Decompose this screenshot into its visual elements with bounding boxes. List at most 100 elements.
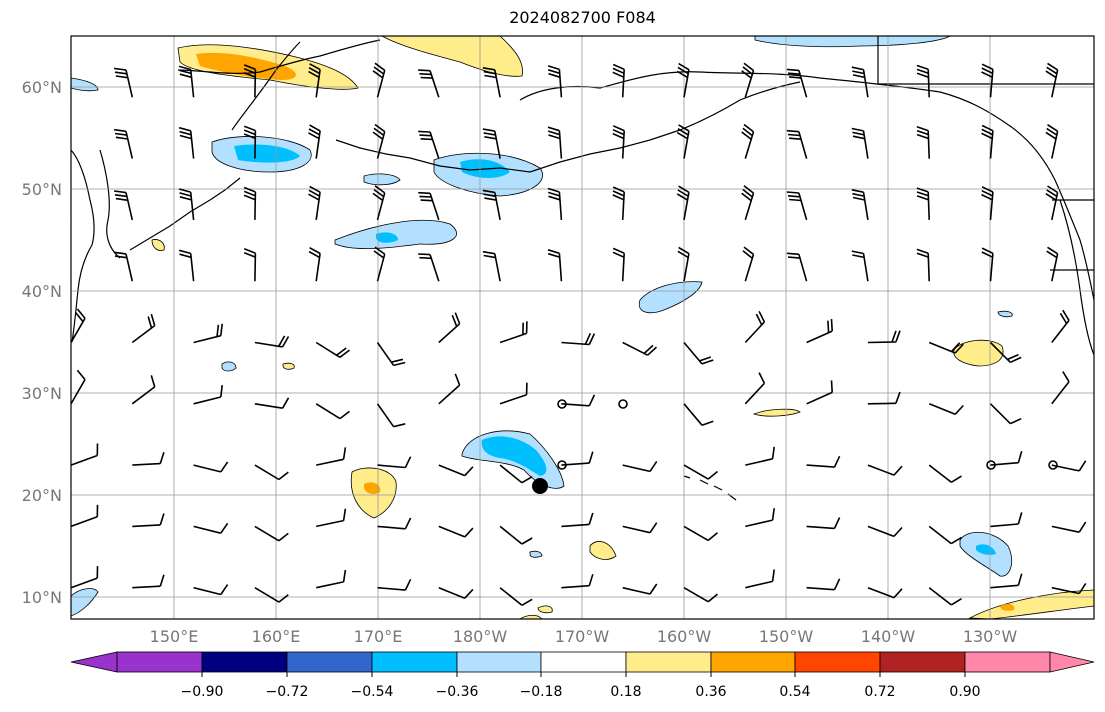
storm-center-marker	[532, 478, 548, 494]
wind-barb	[745, 508, 775, 528]
wind-barb	[867, 586, 903, 599]
wind-barb	[561, 512, 594, 528]
positive-anomaly-region	[752, 408, 801, 417]
wind-barb	[113, 251, 134, 282]
wind-barb	[377, 517, 412, 530]
negative-anomaly-core	[376, 232, 398, 243]
lon-label: 160°W	[657, 627, 712, 646]
wind-barb	[622, 460, 658, 473]
wind-barb	[499, 321, 528, 344]
wind-barb	[989, 341, 1022, 364]
colorbar-segment	[794, 651, 881, 673]
wind-barb	[806, 455, 841, 468]
wind-barb	[438, 312, 461, 344]
wind-barb	[131, 36, 133, 37]
calm-wind-circles	[557, 399, 1058, 470]
wind-barb	[372, 123, 386, 159]
wind-barb	[684, 36, 685, 37]
wind-barb	[193, 461, 229, 473]
latitude-labels: 60°N 50°N 40°N 30°N 20°N 10°N	[22, 78, 62, 607]
wind-barb	[71, 504, 99, 528]
wind-barb	[612, 125, 625, 159]
positive-anomaly-region	[953, 339, 1004, 367]
colorbar-low-extension	[70, 651, 118, 673]
colorbar-segment	[371, 651, 458, 673]
wind-barb	[1051, 521, 1087, 533]
wind-barb	[482, 189, 501, 221]
colorbar-segment	[201, 651, 288, 673]
colorbar-tick-label: 0.72	[864, 684, 895, 700]
positive-anomaly-core	[1000, 603, 1015, 611]
wind-barb	[113, 67, 134, 98]
wind-barb	[308, 124, 321, 159]
wind-barb	[372, 185, 386, 221]
wind-barb	[990, 36, 992, 37]
wind-barb	[851, 250, 869, 282]
wind-barb	[308, 246, 321, 282]
wind-barb	[243, 248, 257, 282]
wind-barb	[193, 522, 229, 534]
wind-barb	[677, 246, 690, 282]
wind-barb	[132, 574, 165, 589]
wind-barb	[806, 578, 841, 591]
lon-label: 180°W	[453, 627, 508, 646]
graticule	[71, 36, 1094, 619]
wind-barb	[113, 128, 134, 159]
wind-barb	[254, 335, 290, 348]
wind-barb	[377, 456, 412, 469]
wind-barb	[990, 512, 1023, 528]
wind-barb	[741, 123, 755, 159]
wind-barb	[254, 36, 256, 37]
wind-barb	[786, 129, 808, 159]
wind-barb	[622, 341, 658, 356]
north-america-coast	[1059, 199, 1094, 356]
wind-barb	[71, 308, 86, 343]
wind-barb	[683, 403, 714, 426]
wind-barb	[928, 341, 964, 354]
colorbar-tick-label: −0.36	[436, 684, 479, 700]
negative-anomaly-region	[638, 281, 703, 314]
positive-anomaly-region	[589, 541, 617, 560]
wind-barb	[561, 332, 596, 346]
wind-barb	[851, 127, 869, 159]
wind-barb	[131, 375, 156, 405]
wind-barb	[745, 446, 775, 466]
colorbar-tick-label: −0.18	[520, 684, 563, 700]
wind-barb	[315, 403, 350, 420]
wind-barb	[376, 342, 406, 367]
wind-barb	[745, 569, 775, 589]
lon-label: 170°E	[354, 627, 403, 646]
siberia-coastline	[177, 39, 381, 74]
calm-circle	[618, 399, 628, 409]
negative-anomaly-region	[71, 588, 99, 617]
lon-label: 160°E	[252, 627, 301, 646]
wind-barb	[928, 464, 962, 483]
calm-circle	[557, 460, 567, 470]
colorbar-high-extension	[1049, 651, 1095, 673]
wind-barb	[916, 248, 930, 282]
wind-barb	[786, 68, 808, 98]
negative-anomaly-region	[529, 550, 543, 558]
wind-barb	[547, 65, 563, 98]
wind-barb	[499, 36, 501, 37]
wind-barb	[316, 447, 347, 466]
wind-barb	[981, 63, 994, 98]
wind-barb	[192, 36, 194, 37]
wind-barb	[308, 185, 321, 221]
hawaii-islands	[683, 475, 737, 501]
us-border	[1050, 199, 1094, 271]
wind-barb	[981, 124, 994, 159]
colorbar-ticks	[201, 672, 966, 677]
wind-barb	[308, 63, 321, 98]
wind-barb	[867, 391, 901, 405]
colorbar-tick-label: 0.54	[779, 684, 810, 700]
wind-barb	[547, 249, 563, 282]
colorbar-tick-label: 0.36	[695, 684, 726, 700]
lat-label: 30°N	[22, 384, 62, 403]
calm-circle	[986, 460, 996, 470]
wind-barb	[612, 247, 625, 282]
wind-barb	[131, 313, 156, 344]
wind-barb	[499, 525, 533, 545]
colorbar-tick-label: 0.18	[610, 684, 641, 700]
wind-barb	[437, 36, 439, 37]
